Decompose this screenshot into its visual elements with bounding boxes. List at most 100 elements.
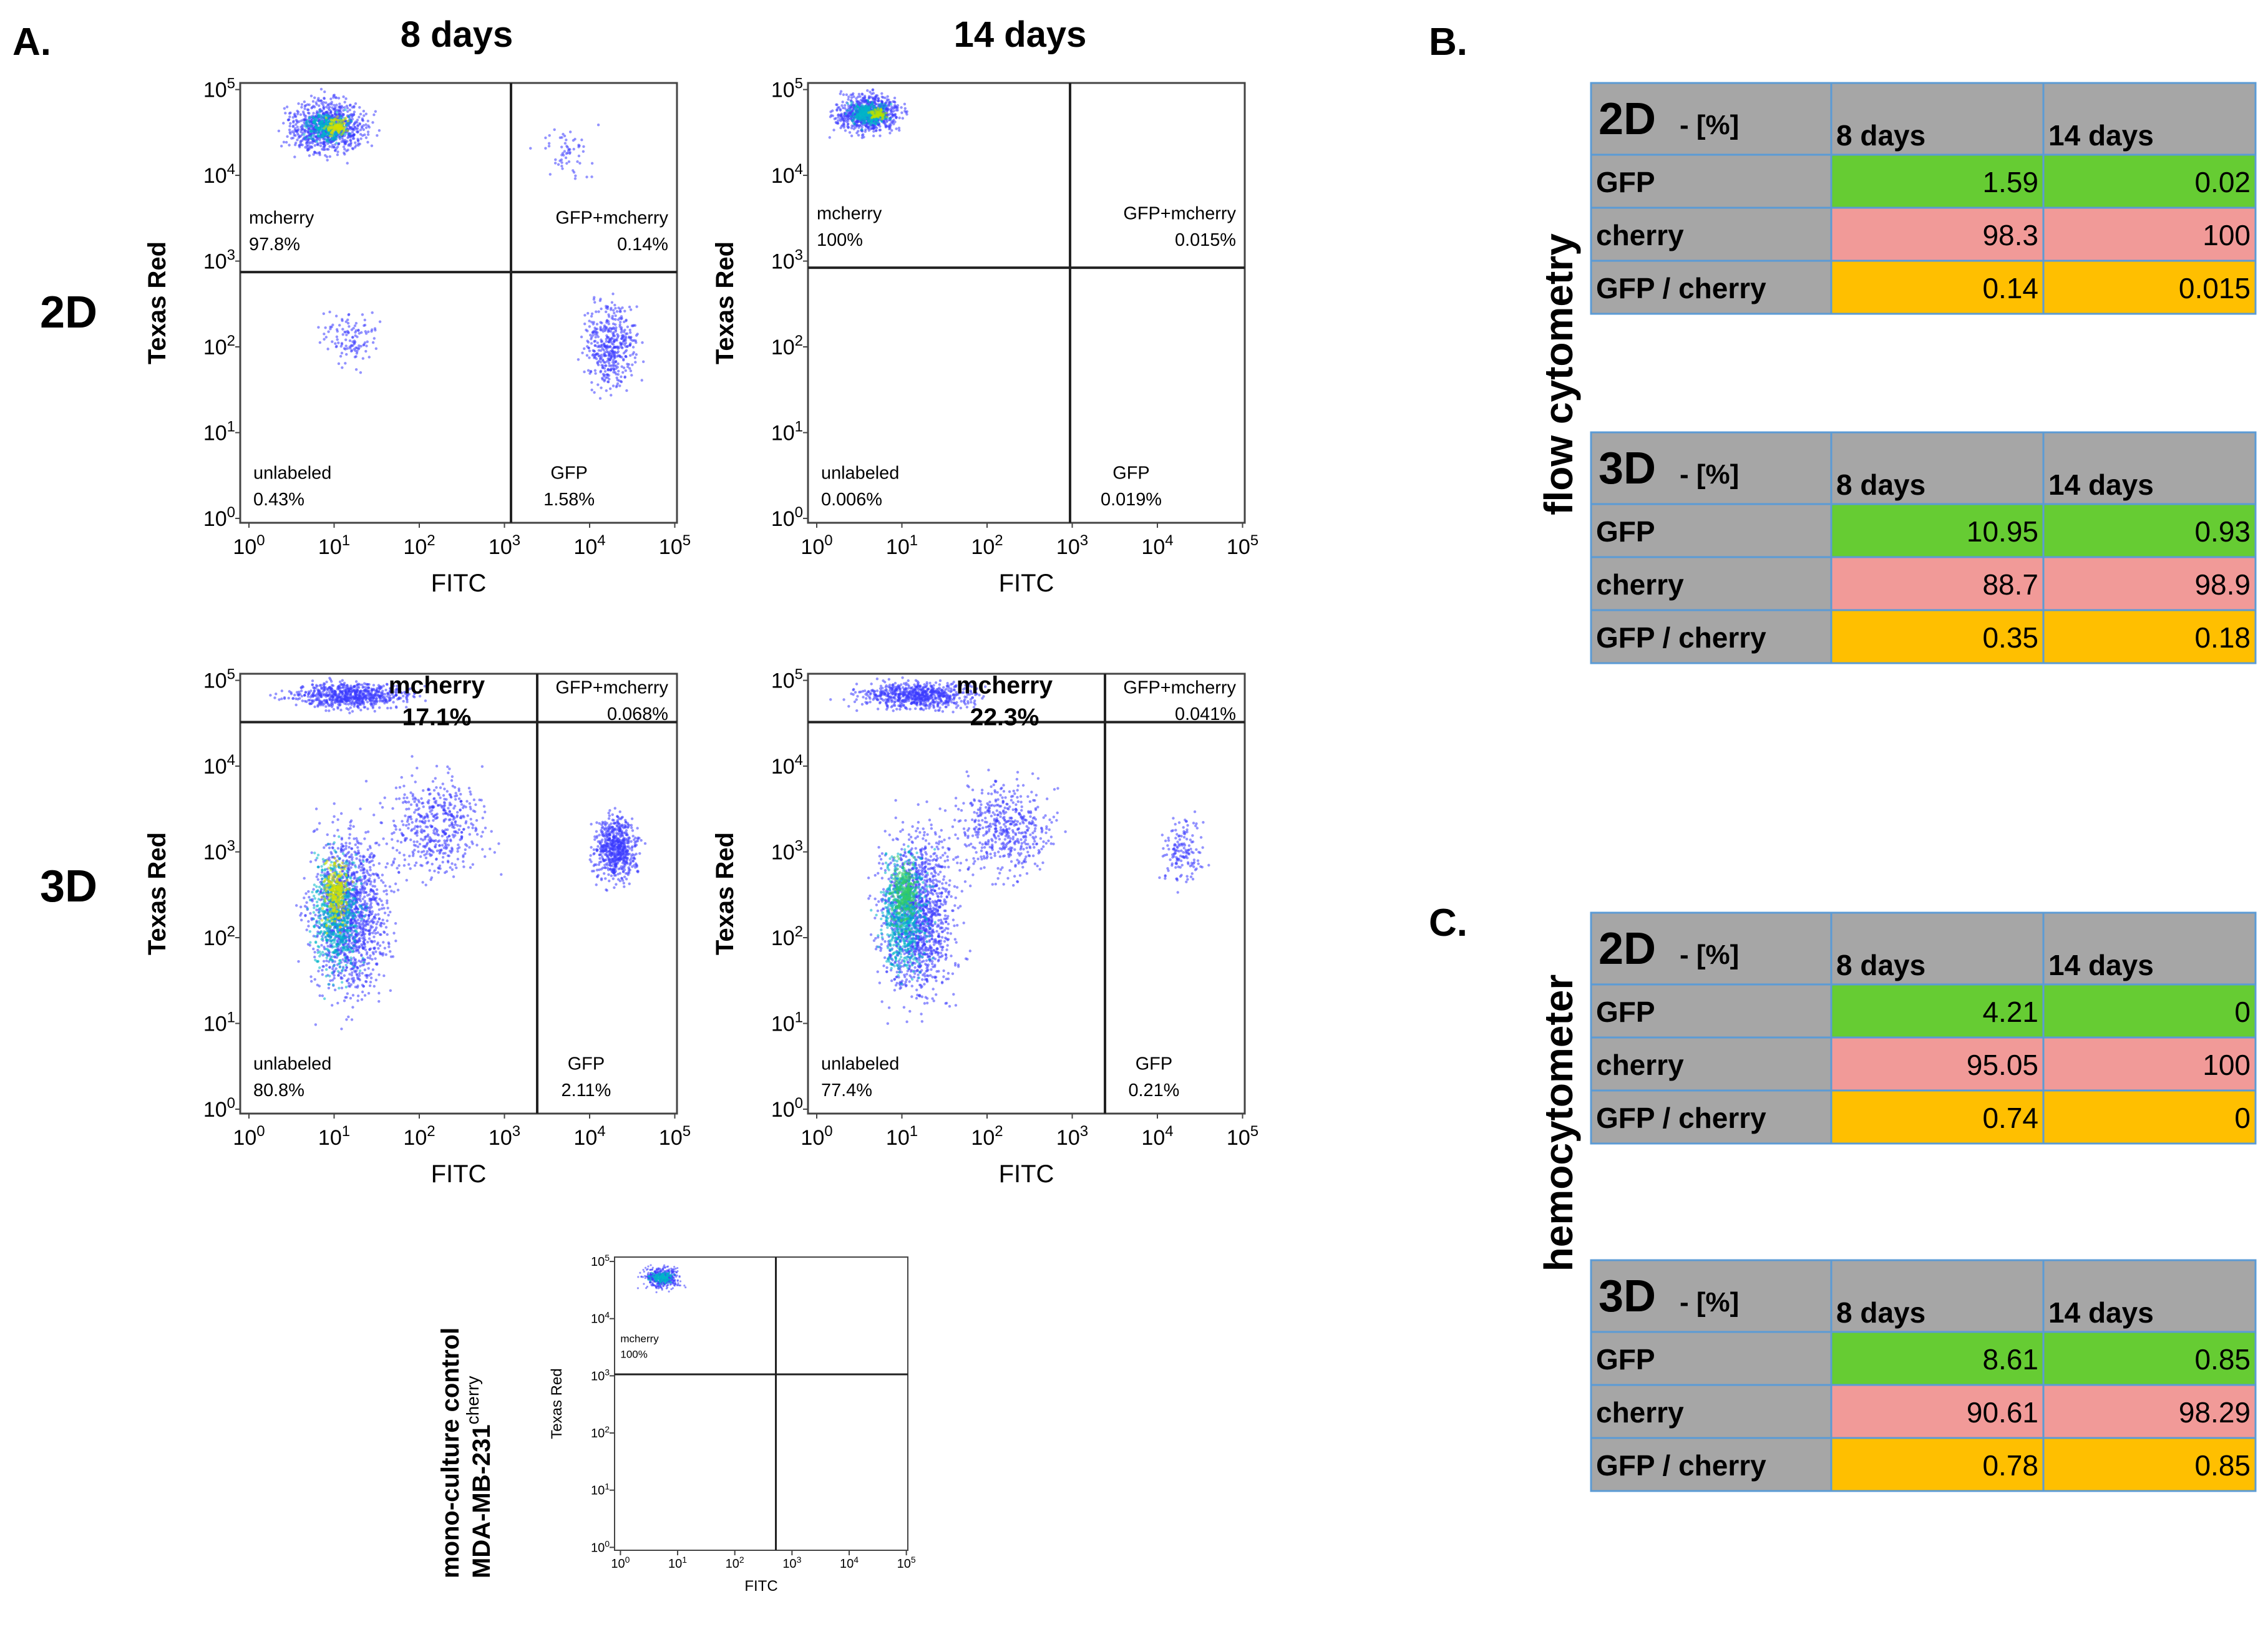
x-tick-label: 105 (1227, 1123, 1258, 1150)
y-tick-base: 10 (771, 669, 795, 693)
y-tick-exp: 3 (227, 838, 235, 855)
quadrant-ur-percent: 0.14% (617, 235, 668, 255)
row-label: GFP (1596, 515, 1655, 548)
y-tick-exp: 2 (795, 333, 803, 349)
x-tick-base: 10 (1141, 535, 1165, 559)
y-tick-exp: 2 (795, 923, 803, 940)
x-tick-label: 104 (573, 1123, 605, 1150)
value-cell (2042, 983, 2257, 1039)
table-title: 2D (1599, 924, 1656, 974)
y-tick-exp: 3 (227, 247, 235, 264)
value-cell (1830, 1331, 2045, 1386)
value-text: 0.18 (2194, 621, 2251, 654)
x-tick-base: 10 (1141, 1126, 1165, 1150)
y-tick-base: 10 (771, 926, 795, 950)
plot-frame (807, 673, 1246, 1115)
value-text: 100 (2202, 1049, 2251, 1081)
y-tick-base: 10 (591, 1484, 605, 1498)
row-label: GFP / cherry (1596, 272, 1766, 304)
value-text: 0.85 (2194, 1449, 2251, 1482)
row-label: GFP (1596, 996, 1655, 1028)
value-text: 4.21 (1982, 996, 2038, 1028)
y-tick-exp: 5 (795, 666, 803, 683)
value-cell (2042, 1331, 2257, 1386)
quadrant-ul-name: mcherry (620, 1333, 659, 1344)
x-tick-exp: 0 (625, 1555, 630, 1565)
x-tick-label: 100 (611, 1555, 630, 1571)
quadrant-lr-name: GFP (550, 464, 587, 483)
y-tick-base: 10 (771, 250, 795, 274)
y-tick-label: 101 (203, 418, 235, 445)
value-cell (2042, 1089, 2257, 1145)
row-label: GFP / cherry (1596, 1449, 1766, 1482)
value-text: 0.74 (1982, 1102, 2038, 1134)
table-col-header: 8 days (1836, 949, 1925, 981)
y-tick-base: 10 (203, 1012, 227, 1036)
table-col-header: 14 days (2048, 119, 2154, 152)
y-tick-label: 105 (591, 1253, 610, 1269)
x-tick-exp: 4 (597, 532, 605, 549)
x-tick-base: 10 (573, 535, 597, 559)
y-tick-exp: 5 (227, 666, 235, 683)
y-tick-label: 103 (203, 838, 235, 865)
x-axis-label: FITC (744, 1578, 777, 1595)
x-tick-exp: 5 (1250, 532, 1258, 549)
x-tick-base: 10 (659, 535, 683, 559)
x-tick-exp: 1 (910, 1123, 918, 1140)
quadrant-ll-name: unlabeled (253, 1054, 331, 1074)
x-tick-label: 101 (668, 1555, 687, 1571)
value-text: 98.3 (1982, 219, 2038, 251)
x-tick-base: 10 (782, 1557, 796, 1571)
y-tick-exp: 1 (227, 418, 235, 435)
flow-plot-2d-14d: 100100101101102102103103104104105105FITC… (711, 75, 1258, 597)
scatter-dots (828, 88, 908, 139)
quadrant-ur-name: GFP+mcherry (1123, 678, 1236, 698)
value-text: 10.95 (1967, 515, 2038, 548)
y-tick-exp: 4 (227, 161, 235, 178)
x-tick-base: 10 (971, 535, 995, 559)
value-cell (1830, 556, 2045, 611)
row-label-cell (1590, 983, 1832, 1039)
y-tick-exp: 3 (605, 1367, 610, 1377)
y-tick-base: 10 (203, 336, 227, 359)
column-header-8-days: 8 days (401, 14, 513, 55)
x-tick-exp: 0 (824, 1123, 832, 1140)
y-tick-base: 10 (203, 421, 227, 445)
quadrant-ll-percent: 0.006% (821, 490, 882, 510)
table-flow-2d: 2D - [%] 8 days 14 days GFP 1.59 0.02 cherry 98.… (1590, 82, 2257, 315)
side-label-flow-cytometry: flow cytometry (1536, 233, 1581, 515)
x-tick-label: 104 (840, 1555, 859, 1571)
value-cell (1830, 1036, 2045, 1092)
x-tick-base: 10 (233, 1126, 256, 1150)
value-text: 0.02 (2194, 166, 2251, 198)
x-tick-exp: 4 (854, 1555, 859, 1565)
y-tick-label: 104 (203, 161, 235, 188)
y-tick-base: 10 (771, 1098, 795, 1122)
quadrant-ll-percent: 77.4% (821, 1081, 872, 1100)
x-tick-exp: 5 (911, 1555, 916, 1565)
x-tick-label: 105 (1227, 532, 1258, 559)
quadrant-ll-name: unlabeled (821, 464, 899, 483)
x-tick-exp: 1 (342, 532, 350, 549)
row-label-cell (1590, 1384, 1832, 1439)
row-label-2d: 2D (40, 288, 97, 338)
value-cell (2042, 206, 2257, 262)
x-tick-label: 102 (971, 532, 1003, 559)
value-text: 0.93 (2194, 515, 2251, 548)
y-tick-label: 103 (203, 247, 235, 274)
x-tick-base: 10 (971, 1126, 995, 1150)
x-tick-base: 10 (886, 1126, 910, 1150)
y-tick-base: 10 (591, 1255, 605, 1269)
value-text: 100 (2202, 219, 2251, 251)
quadrant-ll-name: unlabeled (253, 464, 331, 483)
x-tick-exp: 2 (739, 1555, 744, 1565)
mono-control-line2-text: MDA-MB-231cherry (463, 1376, 495, 1578)
result-tables: 2D - [%] 8 days 14 days GFP 1.59 0.02 cherry 98.… (1590, 82, 2257, 1492)
y-axis-label: Texas Red (144, 832, 171, 955)
y-tick-exp: 0 (227, 504, 235, 521)
mono-control-superscript: cherry (463, 1376, 482, 1425)
x-tick-base: 10 (659, 1126, 683, 1150)
y-tick-exp: 4 (795, 161, 803, 178)
quadrant-ul-name: mcherry (249, 208, 314, 228)
